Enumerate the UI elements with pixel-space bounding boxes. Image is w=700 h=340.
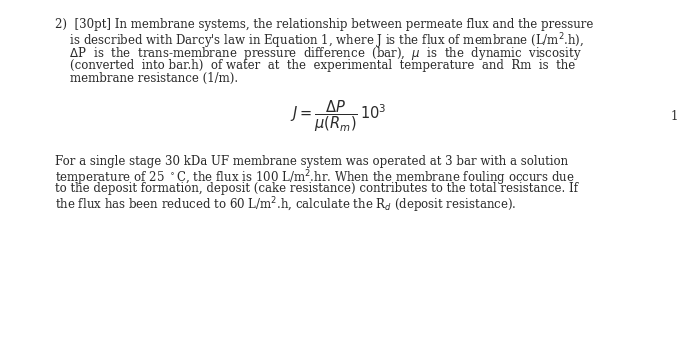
Text: temperature of 25 $^\circ$C, the flux is 100 L/m$^2$.hr. When the membrane fouli: temperature of 25 $^\circ$C, the flux is… xyxy=(55,169,575,188)
Text: is described with Darcy's law in Equation 1, where J is the flux of membrane (L/: is described with Darcy's law in Equatio… xyxy=(55,32,584,51)
Text: the flux has been reduced to 60 L/m$^2$.h, calculate the R$_d$ (deposit resistan: the flux has been reduced to 60 L/m$^2$.… xyxy=(55,195,517,215)
Text: 1: 1 xyxy=(671,109,678,122)
Text: 2)  [30pt] In membrane systems, the relationship between permeate flux and the p: 2) [30pt] In membrane systems, the relat… xyxy=(55,18,594,31)
Text: (converted  into bar.h)  of water  at  the  experimental  temperature  and  Rm  : (converted into bar.h) of water at the e… xyxy=(55,58,575,71)
Text: $\Delta$P  is  the  trans-membrane  pressure  difference  (bar),  $\mu$  is  the: $\Delta$P is the trans-membrane pressure… xyxy=(55,45,582,62)
Text: to the deposit formation, deposit (cake resistance) contributes to the total res: to the deposit formation, deposit (cake … xyxy=(55,182,578,195)
Text: $J = \dfrac{\Delta P}{\mu(R_m)}\,10^3$: $J = \dfrac{\Delta P}{\mu(R_m)}\,10^3$ xyxy=(290,98,386,134)
Text: For a single stage 30 kDa UF membrane system was operated at 3 bar with a soluti: For a single stage 30 kDa UF membrane sy… xyxy=(55,155,568,168)
Text: membrane resistance (1/m).: membrane resistance (1/m). xyxy=(55,72,238,85)
